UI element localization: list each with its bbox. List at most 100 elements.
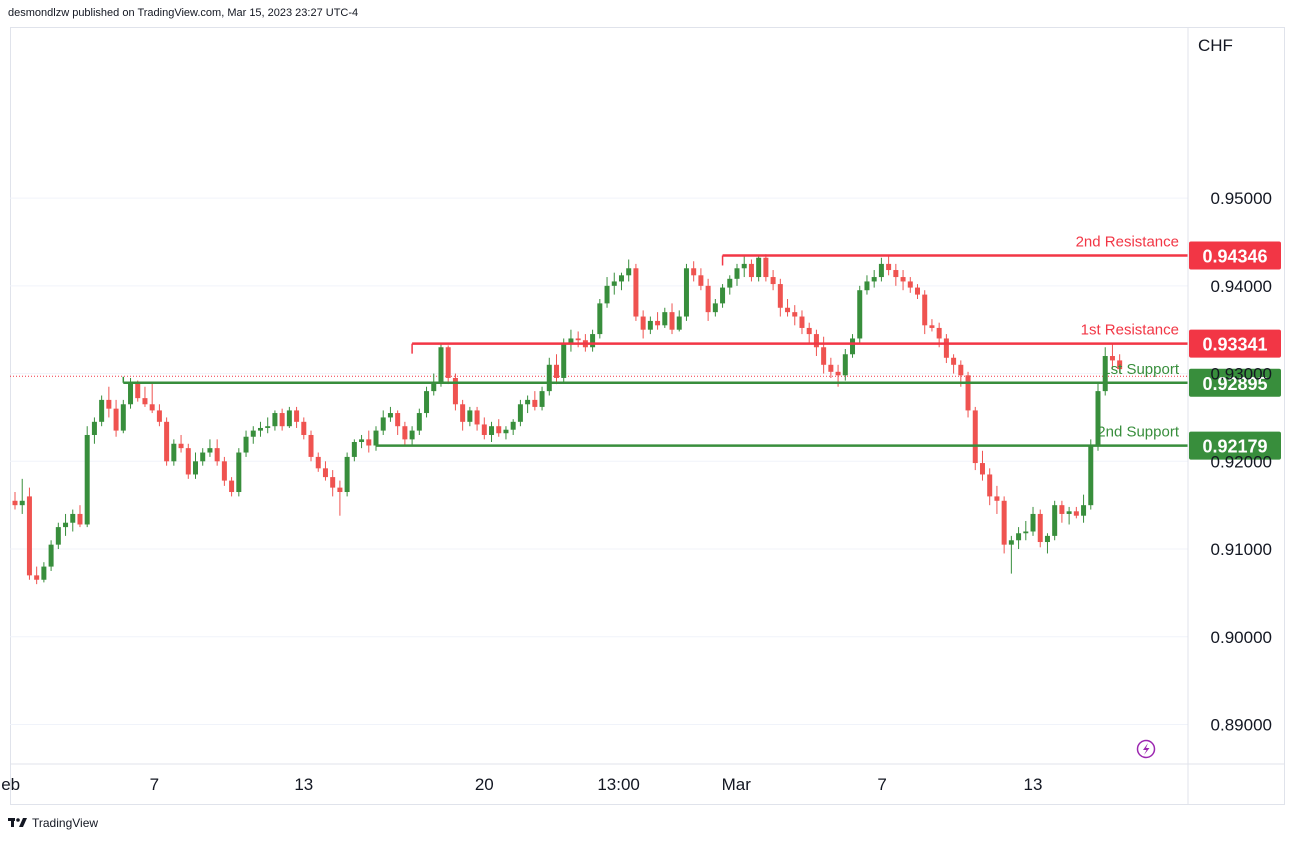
- tradingview-logo-icon: [8, 818, 27, 827]
- candle-body: [1081, 505, 1087, 516]
- candle-body: [1052, 505, 1058, 536]
- candle-body: [424, 391, 430, 414]
- publisher-caption: desmondlzw published on TradingView.com,…: [8, 7, 359, 19]
- candle-body: [120, 404, 126, 431]
- level-name-label: 2nd Resistance: [1076, 233, 1179, 250]
- candle-body: [91, 421, 97, 435]
- level-price-badge: [1189, 241, 1281, 270]
- level-name-label: 1st Resistance: [1081, 322, 1179, 339]
- candle-body: [958, 364, 964, 376]
- candle-body: [568, 338, 574, 343]
- candle-body: [200, 452, 206, 462]
- candle-body: [604, 285, 610, 304]
- candle-body: [178, 443, 184, 449]
- candle-body: [229, 480, 235, 493]
- candle-body: [445, 347, 451, 378]
- currency-label: CHF: [1198, 36, 1233, 55]
- candle-body: [431, 382, 437, 392]
- candle-body: [676, 316, 682, 330]
- candle-body: [1001, 500, 1007, 545]
- candle-body: [135, 382, 141, 399]
- candle-body: [279, 413, 285, 427]
- candle-body: [1037, 513, 1043, 543]
- candle-body: [395, 413, 401, 427]
- candle-body: [626, 268, 632, 276]
- candle-body: [951, 357, 957, 365]
- price-tick-label: 0.94000: [1211, 277, 1272, 296]
- level-price-label: 0.92895: [1202, 374, 1267, 394]
- candle-body: [712, 303, 718, 313]
- candle-body: [770, 277, 776, 285]
- candle-body: [785, 307, 791, 313]
- candle-body: [575, 338, 581, 341]
- candle-body: [907, 281, 913, 288]
- candle-body: [871, 277, 877, 282]
- candle-body: [34, 575, 40, 580]
- price-tick-label: 0.91000: [1211, 540, 1272, 559]
- candle-body: [813, 334, 819, 348]
- candle-body: [452, 377, 458, 405]
- level-name-label: 2nd Support: [1097, 424, 1180, 441]
- candle-body: [70, 513, 76, 523]
- candle-body: [373, 430, 379, 446]
- candle-body: [481, 424, 487, 435]
- candle-body: [929, 325, 935, 328]
- candle-body: [727, 278, 733, 288]
- candle-body: [48, 544, 54, 567]
- candle-body: [171, 443, 177, 462]
- candle-body: [799, 316, 805, 328]
- candle-body: [26, 496, 32, 576]
- candle-body: [655, 320, 661, 326]
- time-tick-label: 13: [1024, 775, 1043, 794]
- candle-body: [496, 426, 502, 434]
- candle-body: [517, 404, 523, 422]
- candle-body: [532, 399, 538, 407]
- candle-body: [438, 347, 444, 383]
- candle-body: [1044, 535, 1050, 543]
- candle-body: [994, 496, 1000, 501]
- price-tick-label: 0.95000: [1211, 189, 1272, 208]
- level-price-label: 0.94346: [1202, 246, 1267, 266]
- candle-body: [554, 364, 559, 378]
- candles: [12, 254, 1123, 585]
- candle-body: [142, 398, 148, 405]
- candle-body: [936, 327, 942, 339]
- candle-body: [734, 268, 740, 279]
- time-tick-label: 13: [294, 775, 313, 794]
- time-tick-label: 7: [150, 775, 159, 794]
- level-price-label: 0.93341: [1202, 335, 1267, 355]
- candle-body: [286, 410, 292, 427]
- time-axis: eb 7 13 20 13:00 Mar 7 13: [1, 763, 1285, 794]
- candle-body: [351, 442, 357, 457]
- price-tick-label: 0.90000: [1211, 628, 1272, 647]
- candle-body: [886, 263, 892, 271]
- candle-body: [510, 421, 516, 430]
- candle-body: [41, 566, 47, 580]
- candle-body: [835, 371, 841, 376]
- candle-body: [322, 468, 328, 478]
- candle-body: [387, 413, 393, 418]
- candle-body: [821, 347, 827, 365]
- candle-body: [850, 338, 856, 355]
- candle-body: [698, 275, 704, 286]
- candle-body: [792, 312, 798, 317]
- candle-body: [113, 408, 119, 431]
- candle-body: [460, 404, 466, 422]
- candle-body: [308, 434, 314, 457]
- candle-body: [525, 399, 531, 405]
- candle-body: [409, 430, 415, 440]
- candle-body: [691, 268, 697, 276]
- candle-body: [900, 277, 906, 282]
- candle-body: [662, 312, 668, 326]
- candle-body: [55, 527, 61, 545]
- candle-body: [633, 268, 639, 317]
- candle-body: [748, 263, 754, 278]
- candle-body: [705, 285, 711, 313]
- level-name-label: 1st Support: [1102, 361, 1180, 378]
- candle-body: [857, 290, 863, 339]
- candle-body: [943, 338, 949, 358]
- candle-body: [683, 268, 689, 317]
- candle-body: [590, 334, 596, 348]
- candle-body: [922, 294, 928, 326]
